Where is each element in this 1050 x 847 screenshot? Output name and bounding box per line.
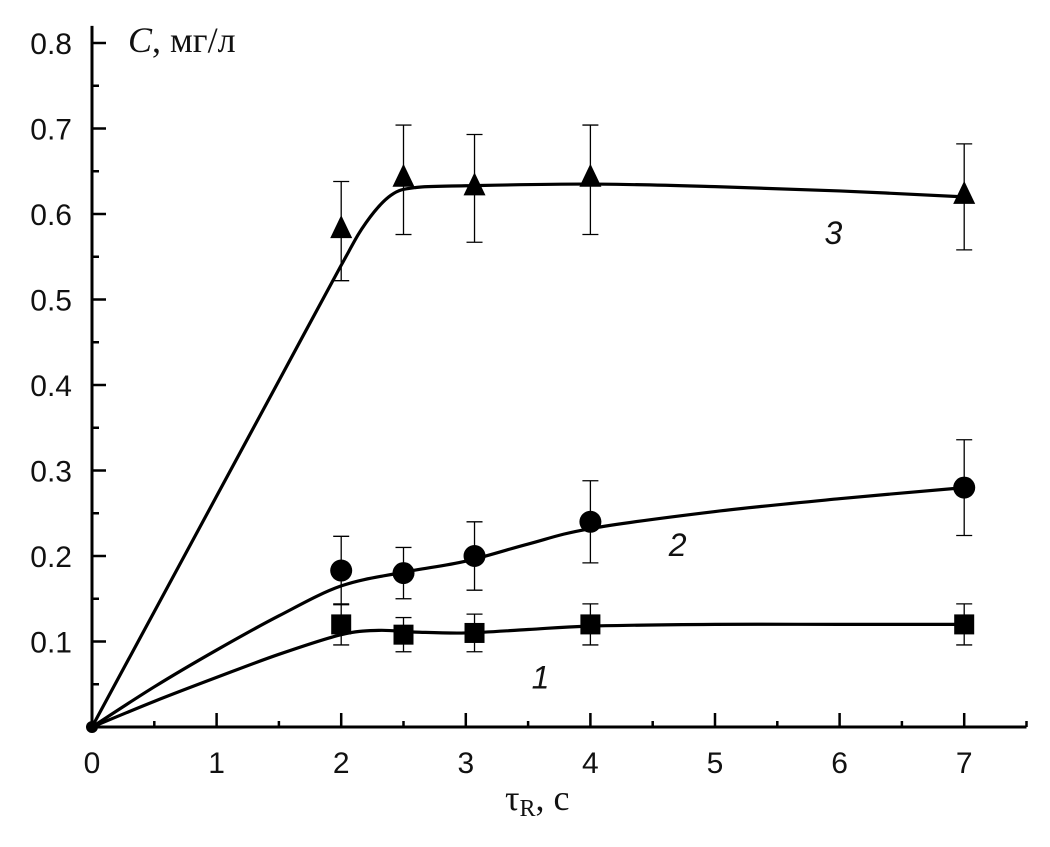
marker-circle — [579, 510, 602, 533]
marker-square — [580, 614, 601, 635]
marker-triangle — [953, 180, 976, 204]
x-tick-label: 3 — [457, 747, 474, 780]
marker-square — [954, 614, 975, 635]
y-tick-label: 0.3 — [30, 456, 72, 489]
marker-circle — [463, 545, 486, 567]
fit-curve-2 — [91, 486, 965, 729]
y-tick-label: 0.5 — [30, 285, 72, 318]
marker-square — [464, 622, 485, 643]
curve-labels: 1 2 3 — [532, 215, 843, 696]
x-tick-label: 6 — [831, 747, 848, 780]
x-tick-label: 1 — [208, 747, 225, 780]
error-bars — [333, 124, 973, 653]
x-tick-label: 2 — [333, 747, 350, 780]
marker-triangle — [392, 163, 415, 187]
fit-curve-3 — [90, 182, 965, 728]
x-tick-label: 5 — [707, 747, 724, 780]
marker-triangle — [330, 215, 353, 239]
y-axis-title: C, мг/л — [128, 20, 236, 60]
x-axis-var: τ — [505, 778, 519, 818]
curve-label-1: 1 — [532, 660, 550, 696]
x-tick-label: 7 — [956, 747, 973, 780]
x-tick-label: 4 — [582, 747, 599, 780]
x-axis-sub: R — [519, 796, 535, 822]
y-tick-label: 0.4 — [30, 370, 72, 403]
data-markers — [86, 163, 976, 733]
marker-circle — [392, 562, 415, 585]
marker-square — [331, 614, 352, 635]
axes — [90, 25, 1027, 729]
y-axis-var: C — [128, 20, 153, 60]
marker-triangle — [463, 172, 486, 196]
ticks: 0 1 2 3 4 5 6 7 0.1 0.2 0.3 0.4 0.5 0.6 0.7 0.8 — [30, 28, 1028, 780]
curve-label-2: 2 — [668, 527, 687, 563]
y-tick-label: 0.2 — [30, 541, 72, 574]
fit-curves — [90, 182, 965, 729]
marker-origin — [86, 721, 98, 733]
fit-curve-1 — [91, 622, 965, 729]
x-tick-label: 0 — [84, 747, 101, 780]
marker-circle — [330, 559, 353, 582]
y-axis-unit: , мг/л — [152, 20, 236, 60]
y-tick-label: 0.8 — [30, 28, 72, 61]
y-tick-label: 0.6 — [30, 199, 72, 232]
y-tick-label: 0.7 — [30, 114, 72, 147]
marker-square — [393, 624, 414, 645]
x-axis-title: τR, c — [505, 778, 569, 822]
y-tick-label: 0.1 — [30, 627, 72, 660]
marker-triangle — [579, 163, 602, 187]
x-axis-unit: , c — [535, 778, 569, 818]
curve-label-3: 3 — [824, 215, 842, 251]
marker-circle — [953, 476, 976, 499]
